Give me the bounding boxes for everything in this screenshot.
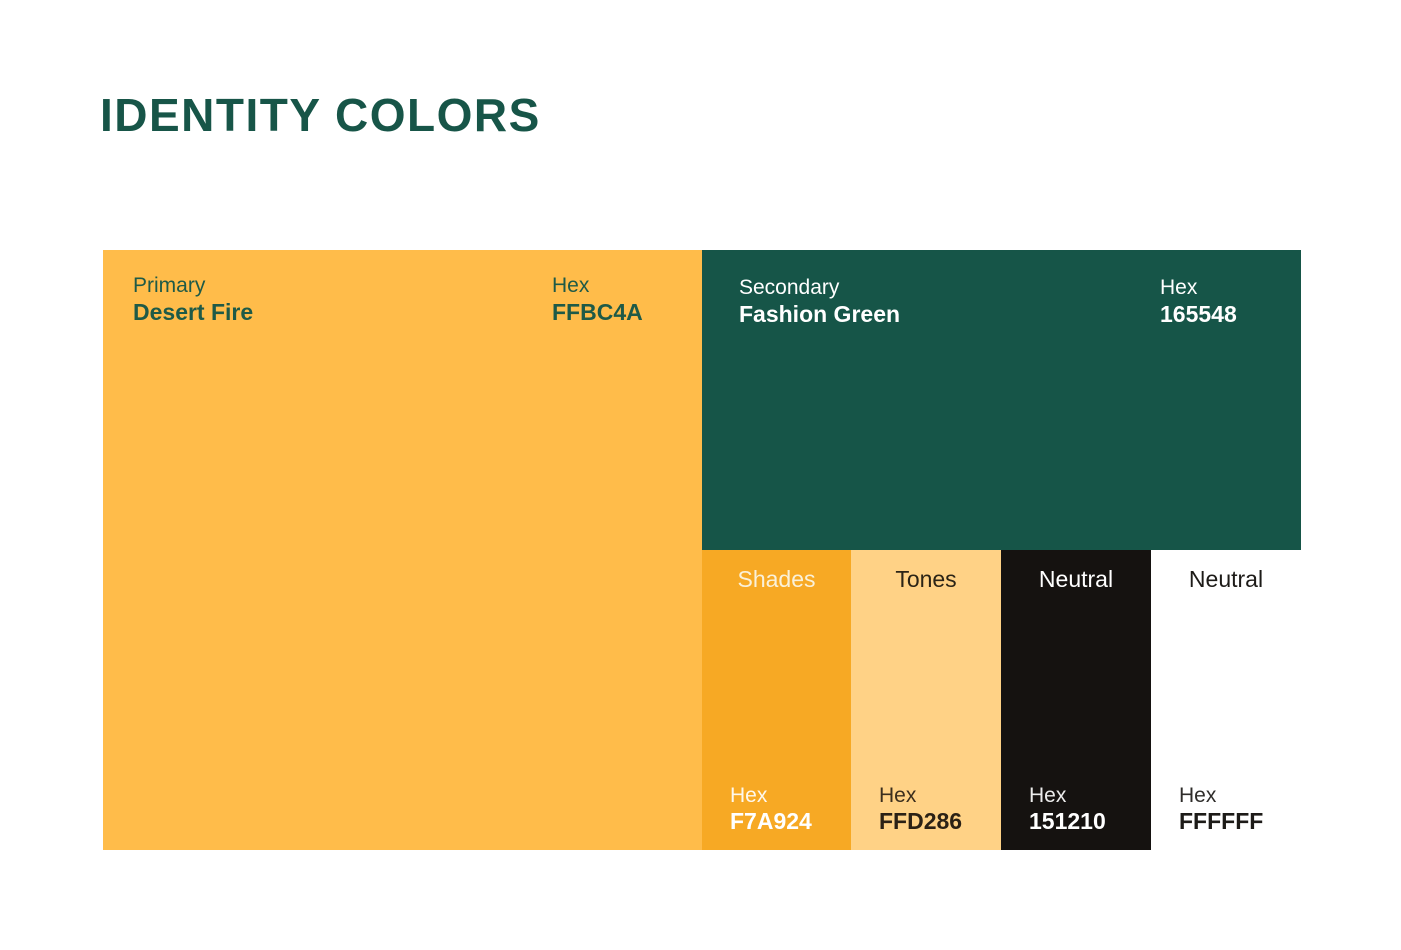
swatch-hex-group: Hex F7A924 — [730, 783, 812, 836]
primary-role-label: Primary — [133, 274, 206, 297]
secondary-hex-value: 165548 — [1160, 300, 1237, 327]
swatch-hex-value: FFFFFF — [1179, 808, 1264, 835]
secondary-role-group: Secondary Fashion Green — [739, 276, 900, 328]
swatch-hex-value: FFD286 — [879, 808, 963, 835]
secondary-color-name: Fashion Green — [739, 300, 901, 327]
swatch-hex-value: F7A924 — [730, 808, 812, 835]
secondary-hex-group: Hex 165548 — [1160, 276, 1237, 328]
swatch-tones: Tones Hex FFD286 — [851, 550, 1001, 850]
swatch-hex-group: Hex 151210 — [1029, 783, 1106, 836]
swatch-label: Shades — [737, 566, 816, 592]
secondary-role-label: Secondary — [739, 276, 840, 299]
primary-color-block: Primary Desert Fire Hex FFBC4A — [103, 250, 702, 850]
swatch-hex-group: Hex FFFFFF — [1179, 783, 1263, 836]
swatch-neutral-dark: Neutral Hex 151210 — [1001, 550, 1151, 850]
swatch-label: Tones — [895, 566, 957, 592]
primary-hex-group: Hex FFBC4A — [552, 274, 643, 326]
secondary-hex-label: Hex — [1160, 276, 1198, 299]
primary-color-name: Desert Fire — [133, 298, 254, 325]
swatch-label: Neutral — [1188, 566, 1264, 592]
primary-hex-label: Hex — [552, 274, 590, 297]
swatch-hex-label: Hex — [1029, 784, 1067, 808]
swatch-shades: Shades Hex F7A924 — [702, 550, 851, 850]
swatch-hex-value: 151210 — [1029, 808, 1106, 835]
page-title: IDENTITY COLORS — [100, 89, 541, 141]
swatch-hex-label: Hex — [730, 784, 768, 808]
swatch-hex-group: Hex FFD286 — [879, 783, 962, 836]
secondary-color-block: Secondary Fashion Green Hex 165548 — [702, 250, 1301, 550]
swatch-neutral-light: Neutral Hex FFFFFF — [1151, 550, 1301, 850]
primary-role-group: Primary Desert Fire — [133, 274, 253, 326]
primary-hex-value: FFBC4A — [552, 298, 643, 325]
swatch-hex-label: Hex — [879, 784, 917, 808]
swatch-label: Neutral — [1038, 566, 1114, 592]
swatch-hex-label: Hex — [1179, 784, 1217, 808]
